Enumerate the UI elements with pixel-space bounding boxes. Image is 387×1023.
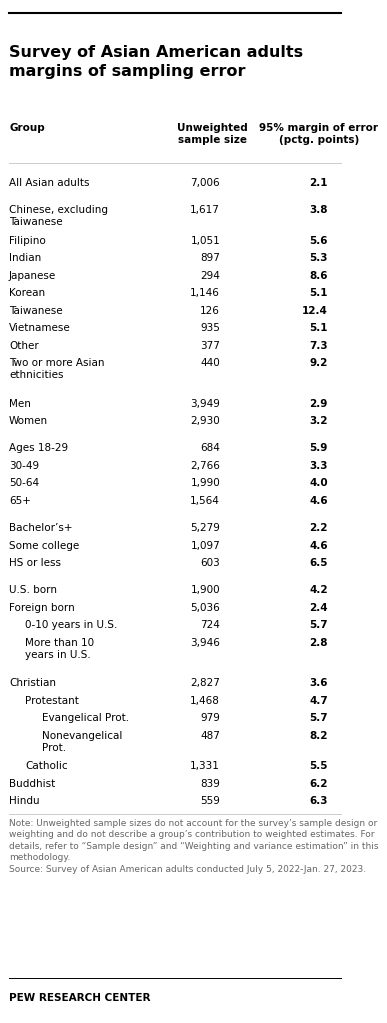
Text: Protestant: Protestant (26, 696, 79, 706)
Text: 1,617: 1,617 (190, 206, 220, 215)
Text: Women: Women (9, 416, 48, 427)
Text: Hindu: Hindu (9, 797, 40, 806)
Text: Evangelical Prot.: Evangelical Prot. (42, 713, 129, 723)
Text: 8.6: 8.6 (309, 271, 328, 281)
Text: 897: 897 (200, 254, 220, 264)
Text: 1,564: 1,564 (190, 496, 220, 506)
Text: 2.1: 2.1 (309, 178, 328, 188)
Text: 8.2: 8.2 (309, 730, 328, 741)
Text: 440: 440 (200, 358, 220, 368)
Text: Other: Other (9, 341, 39, 351)
Text: 7.3: 7.3 (309, 341, 328, 351)
Text: 2.9: 2.9 (310, 399, 328, 409)
Text: Bachelor’s+: Bachelor’s+ (9, 523, 72, 533)
Text: Indian: Indian (9, 254, 41, 264)
Text: U.S. born: U.S. born (9, 585, 57, 595)
Text: Group: Group (9, 123, 45, 133)
Text: 3.2: 3.2 (309, 416, 328, 427)
Text: Some college: Some college (9, 540, 79, 550)
Text: 5,036: 5,036 (190, 603, 220, 613)
Text: 4.6: 4.6 (309, 540, 328, 550)
Text: 5.5: 5.5 (309, 761, 328, 771)
Text: Unweighted
sample size: Unweighted sample size (178, 123, 248, 145)
Text: PEW RESEARCH CENTER: PEW RESEARCH CENTER (9, 993, 151, 1003)
Text: 4.7: 4.7 (309, 696, 328, 706)
Text: 4.2: 4.2 (309, 585, 328, 595)
Text: 3.6: 3.6 (309, 678, 328, 688)
Text: 12.4: 12.4 (302, 306, 328, 316)
Text: 5.6: 5.6 (309, 236, 328, 246)
Text: 1,990: 1,990 (190, 479, 220, 488)
Text: 294: 294 (200, 271, 220, 281)
Text: 2.2: 2.2 (309, 523, 328, 533)
Text: 6.3: 6.3 (309, 797, 328, 806)
Text: 1,146: 1,146 (190, 288, 220, 299)
Text: 724: 724 (200, 620, 220, 630)
Text: Christian: Christian (9, 678, 56, 688)
Text: 2,766: 2,766 (190, 461, 220, 471)
Text: 7,006: 7,006 (190, 178, 220, 188)
Text: Nonevangelical
Prot.: Nonevangelical Prot. (42, 730, 122, 753)
Text: 979: 979 (200, 713, 220, 723)
Text: Foreign born: Foreign born (9, 603, 75, 613)
Text: 2,930: 2,930 (190, 416, 220, 427)
Text: 5.7: 5.7 (309, 620, 328, 630)
Text: 935: 935 (200, 323, 220, 333)
Text: 5.1: 5.1 (309, 323, 328, 333)
Text: 50-64: 50-64 (9, 479, 39, 488)
Text: 3,949: 3,949 (190, 399, 220, 409)
Text: 6.5: 6.5 (309, 559, 328, 568)
Text: 603: 603 (200, 559, 220, 568)
Text: 2.8: 2.8 (309, 637, 328, 648)
Text: 3.3: 3.3 (309, 461, 328, 471)
Text: Vietnamese: Vietnamese (9, 323, 71, 333)
Text: 5,279: 5,279 (190, 523, 220, 533)
Text: 30-49: 30-49 (9, 461, 39, 471)
Text: 95% margin of error
(pctg. points): 95% margin of error (pctg. points) (259, 123, 378, 145)
Text: Note: Unweighted sample sizes do not account for the survey’s sample design or w: Note: Unweighted sample sizes do not acc… (9, 819, 378, 874)
Text: 4.0: 4.0 (309, 479, 328, 488)
Text: 487: 487 (200, 730, 220, 741)
Text: 5.7: 5.7 (309, 713, 328, 723)
Text: 65+: 65+ (9, 496, 31, 506)
Text: 126: 126 (200, 306, 220, 316)
Text: 1,331: 1,331 (190, 761, 220, 771)
Text: Filipino: Filipino (9, 236, 46, 246)
Text: Catholic: Catholic (26, 761, 68, 771)
Text: Japanese: Japanese (9, 271, 56, 281)
Text: 0-10 years in U.S.: 0-10 years in U.S. (26, 620, 118, 630)
Text: 2,827: 2,827 (190, 678, 220, 688)
Text: Two or more Asian
ethnicities: Two or more Asian ethnicities (9, 358, 104, 381)
Text: 1,900: 1,900 (190, 585, 220, 595)
Text: 5.1: 5.1 (309, 288, 328, 299)
Text: 1,051: 1,051 (190, 236, 220, 246)
Text: Men: Men (9, 399, 31, 409)
Text: 3,946: 3,946 (190, 637, 220, 648)
Text: All Asian adults: All Asian adults (9, 178, 89, 188)
Text: Survey of Asian American adults
margins of sampling error: Survey of Asian American adults margins … (9, 45, 303, 79)
Text: 1,097: 1,097 (190, 540, 220, 550)
Text: Korean: Korean (9, 288, 45, 299)
Text: 5.3: 5.3 (309, 254, 328, 264)
Text: HS or less: HS or less (9, 559, 61, 568)
Text: 839: 839 (200, 779, 220, 789)
Text: 1,468: 1,468 (190, 696, 220, 706)
Text: 5.9: 5.9 (310, 444, 328, 453)
Text: 6.2: 6.2 (309, 779, 328, 789)
Text: 377: 377 (200, 341, 220, 351)
Text: Buddhist: Buddhist (9, 779, 55, 789)
Text: More than 10
years in U.S.: More than 10 years in U.S. (26, 637, 94, 660)
Text: 2.4: 2.4 (309, 603, 328, 613)
Text: 3.8: 3.8 (309, 206, 328, 215)
Text: Chinese, excluding
Taiwanese: Chinese, excluding Taiwanese (9, 206, 108, 227)
Text: Ages 18-29: Ages 18-29 (9, 444, 68, 453)
Text: Taiwanese: Taiwanese (9, 306, 63, 316)
Text: 9.2: 9.2 (310, 358, 328, 368)
Text: 684: 684 (200, 444, 220, 453)
Text: 4.6: 4.6 (309, 496, 328, 506)
Text: 559: 559 (200, 797, 220, 806)
